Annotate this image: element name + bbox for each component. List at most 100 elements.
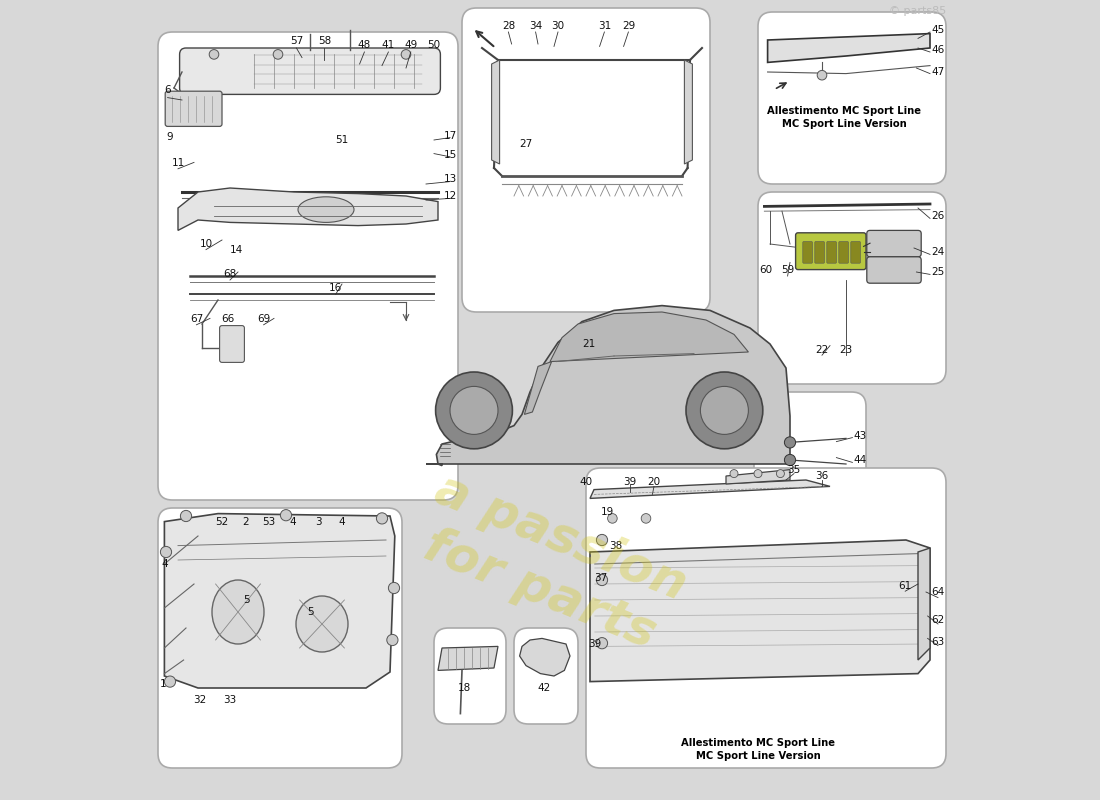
- Polygon shape: [164, 514, 395, 688]
- Text: 48: 48: [358, 40, 371, 50]
- Text: 24: 24: [932, 247, 945, 257]
- Ellipse shape: [296, 596, 348, 652]
- Text: 33: 33: [223, 695, 236, 705]
- Circle shape: [730, 470, 738, 478]
- Circle shape: [784, 454, 795, 466]
- Text: 63: 63: [932, 637, 945, 646]
- Circle shape: [450, 386, 498, 434]
- Text: 47: 47: [932, 67, 945, 77]
- FancyBboxPatch shape: [758, 192, 946, 384]
- Circle shape: [596, 534, 607, 546]
- Text: Allestimento MC Sport Line
MC Sport Line Version: Allestimento MC Sport Line MC Sport Line…: [681, 738, 835, 761]
- Ellipse shape: [298, 197, 354, 222]
- FancyBboxPatch shape: [758, 12, 946, 184]
- Text: 69: 69: [257, 314, 271, 324]
- FancyBboxPatch shape: [158, 508, 402, 768]
- Text: 21: 21: [582, 339, 595, 349]
- Polygon shape: [178, 188, 438, 230]
- Text: 25: 25: [932, 267, 945, 277]
- Text: 22: 22: [815, 345, 828, 354]
- Circle shape: [607, 514, 617, 523]
- Polygon shape: [438, 646, 498, 670]
- Text: © parts85: © parts85: [889, 6, 946, 15]
- Circle shape: [686, 372, 762, 449]
- Circle shape: [376, 513, 387, 524]
- Text: 27: 27: [519, 139, 532, 149]
- Text: 31: 31: [597, 22, 611, 31]
- Text: 32: 32: [192, 695, 206, 705]
- Text: 40: 40: [580, 477, 593, 486]
- Text: 9: 9: [167, 132, 174, 142]
- Text: 58: 58: [318, 36, 331, 46]
- FancyBboxPatch shape: [586, 468, 946, 768]
- Circle shape: [209, 50, 219, 59]
- Text: 50: 50: [428, 40, 441, 50]
- FancyBboxPatch shape: [827, 242, 836, 263]
- FancyBboxPatch shape: [803, 242, 813, 263]
- Text: Allestimento MC Sport Line
MC Sport Line Version: Allestimento MC Sport Line MC Sport Line…: [768, 106, 922, 129]
- Text: 5: 5: [243, 595, 250, 605]
- Text: 39: 39: [588, 639, 602, 649]
- Circle shape: [701, 386, 748, 434]
- FancyBboxPatch shape: [795, 233, 866, 270]
- Text: 26: 26: [932, 211, 945, 221]
- Polygon shape: [492, 60, 499, 164]
- Circle shape: [387, 634, 398, 646]
- Text: 34: 34: [529, 22, 542, 31]
- FancyBboxPatch shape: [434, 628, 506, 724]
- Circle shape: [754, 470, 762, 478]
- Polygon shape: [768, 34, 930, 62]
- Text: 61: 61: [899, 581, 912, 590]
- FancyBboxPatch shape: [179, 48, 440, 94]
- Text: 6: 6: [164, 85, 170, 94]
- Polygon shape: [426, 306, 790, 466]
- Text: 10: 10: [199, 239, 212, 249]
- Text: 28: 28: [502, 22, 515, 31]
- FancyBboxPatch shape: [754, 392, 866, 492]
- FancyBboxPatch shape: [158, 32, 458, 500]
- Text: 68: 68: [223, 270, 236, 279]
- Text: 51: 51: [336, 135, 349, 145]
- Circle shape: [164, 676, 176, 687]
- Text: 59: 59: [781, 266, 794, 275]
- Text: 15: 15: [443, 150, 456, 160]
- Text: 57: 57: [289, 36, 302, 46]
- Text: 20: 20: [648, 477, 661, 486]
- Text: 60: 60: [759, 266, 772, 275]
- FancyBboxPatch shape: [867, 257, 921, 283]
- Text: 14: 14: [230, 245, 243, 254]
- Text: 64: 64: [932, 587, 945, 597]
- Text: 2: 2: [243, 517, 250, 526]
- Text: 62: 62: [932, 615, 945, 625]
- Text: 4: 4: [339, 517, 345, 526]
- Text: 17: 17: [443, 131, 456, 141]
- FancyBboxPatch shape: [165, 91, 222, 126]
- Text: 44: 44: [854, 455, 867, 465]
- Polygon shape: [684, 60, 692, 164]
- Circle shape: [280, 510, 292, 521]
- Circle shape: [596, 574, 607, 586]
- FancyBboxPatch shape: [462, 8, 710, 312]
- Text: 16: 16: [329, 283, 342, 293]
- Text: 11: 11: [172, 158, 185, 168]
- Text: 23: 23: [839, 345, 853, 354]
- Text: 67: 67: [190, 314, 204, 324]
- Text: 38: 38: [609, 541, 623, 550]
- Circle shape: [784, 437, 795, 448]
- Text: 30: 30: [551, 22, 564, 31]
- Circle shape: [180, 510, 191, 522]
- FancyBboxPatch shape: [815, 242, 824, 263]
- FancyBboxPatch shape: [220, 326, 244, 362]
- Polygon shape: [590, 540, 930, 682]
- FancyBboxPatch shape: [839, 242, 848, 263]
- Text: 52: 52: [216, 517, 229, 526]
- Circle shape: [402, 50, 410, 59]
- Text: 35: 35: [788, 466, 801, 475]
- Circle shape: [161, 546, 172, 558]
- Circle shape: [436, 372, 513, 449]
- Circle shape: [596, 638, 607, 649]
- Text: 5: 5: [307, 607, 314, 617]
- Polygon shape: [726, 470, 790, 484]
- Text: a passion
for parts: a passion for parts: [407, 466, 693, 662]
- Text: 18: 18: [458, 683, 471, 693]
